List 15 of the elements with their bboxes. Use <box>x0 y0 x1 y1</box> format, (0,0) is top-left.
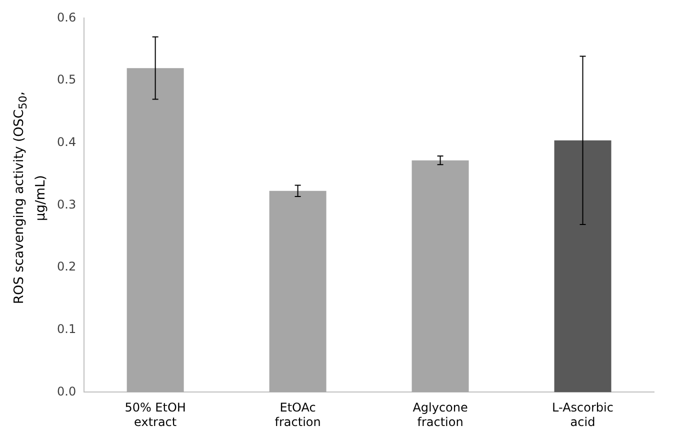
bar <box>126 68 184 392</box>
x-tick-label: Aglycone fraction <box>412 400 468 429</box>
y-tick-label: 0.5 <box>56 72 76 87</box>
bar <box>412 160 469 392</box>
y-tick-label: 0.0 <box>56 384 76 398</box>
x-tick-label: EtOAc fraction <box>274 400 321 429</box>
y-tick-label: 0.4 <box>56 134 76 149</box>
bar <box>269 190 326 392</box>
y-tick-label: 0.1 <box>56 322 76 336</box>
x-tick-label: L-Ascorbic acid <box>552 400 614 429</box>
y-tick-label: 0.3 <box>56 197 76 212</box>
y-tick-label: 0.2 <box>56 260 76 274</box>
bar <box>554 140 612 392</box>
y-tick-label: 0.6 <box>56 10 76 24</box>
x-tick-label: 50% EtOH extract <box>124 400 186 429</box>
